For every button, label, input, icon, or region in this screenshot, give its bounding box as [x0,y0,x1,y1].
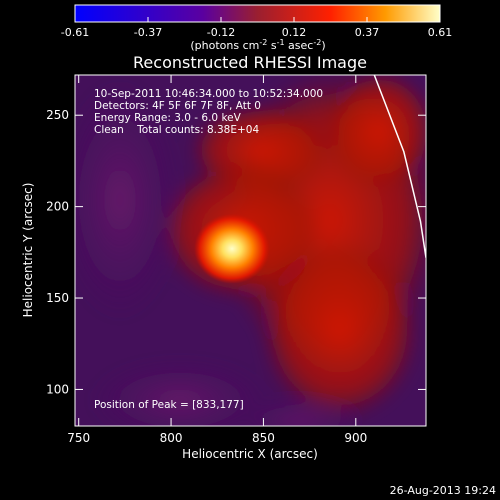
observation-info: 10-Sep-2011 10:46:34.000 to 10:52:34.000… [94,88,323,136]
chart-title: Reconstructed RHESSI Image [133,53,367,72]
colorbar-ticks: -0.61 -0.37 -0.12 0.12 0.37 0.61 [61,17,452,39]
x-axis-label: Heliocentric X (arcsec) [182,447,318,461]
peak-position-label: Position of Peak = [833,177] [94,399,244,411]
footer-date: 26-Aug-2013 19:24 [390,484,496,497]
info-energy-range: Energy Range: 3.0 - 6.0 keV [94,112,242,124]
info-time-range: 10-Sep-2011 10:46:34.000 to 10:52:34.000 [94,88,323,100]
colorbar-tick-label: -0.61 [61,26,89,39]
peak-source [194,213,271,284]
colorbar-tick-label: -0.12 [207,26,235,39]
y-tick-label: 250 [46,108,69,122]
colorbar-tick-label: 0.61 [428,26,453,39]
colorbar-tick-label: 0.37 [355,26,380,39]
y-tick-label: 100 [46,382,69,396]
x-axis-ticks: 750 800 850 900 [67,75,367,445]
y-axis-ticks: 100 150 200 250 [46,108,426,396]
colorbar-tick-label: -0.37 [134,26,162,39]
colorbar [74,4,441,23]
colorbar-tick-label: 0.12 [282,26,307,39]
info-clean-counts: Clean Total counts: 8.38E+04 [94,124,259,136]
solar-limb-curve [373,75,426,258]
plot-frame [74,74,427,427]
y-tick-label: 200 [46,200,69,214]
colorbar-unit-label: (photons cm-2 s-1 asec-2) [190,38,325,52]
info-detectors: Detectors: 4F 5F 6F 7F 8F, Att 0 [94,100,261,112]
x-tick-label: 900 [344,431,367,445]
x-tick-label: 750 [67,431,90,445]
y-tick-label: 150 [46,291,69,305]
y-axis-label: Heliocentric Y (arcsec) [21,183,35,318]
x-tick-label: 800 [160,431,183,445]
heatmap-image [75,75,426,426]
x-tick-label: 850 [252,431,275,445]
